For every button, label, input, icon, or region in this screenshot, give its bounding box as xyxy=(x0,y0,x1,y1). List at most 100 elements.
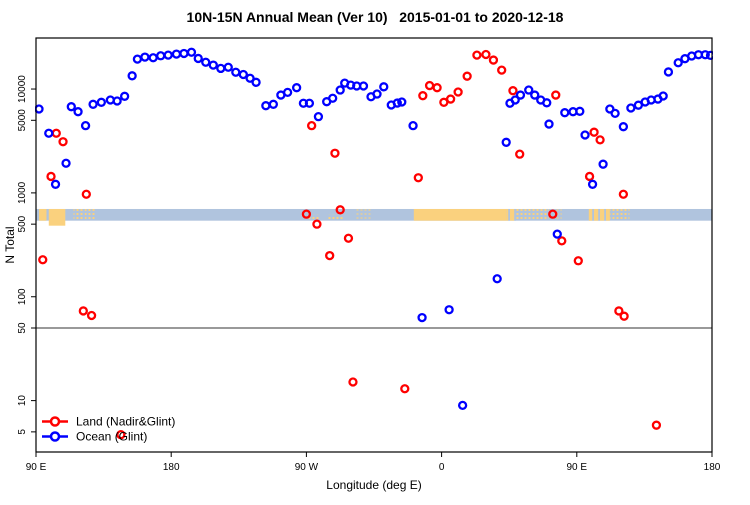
data-point xyxy=(432,83,442,93)
y-tick-label: 10000 xyxy=(17,75,28,103)
y-tick-label: 500 xyxy=(17,215,28,232)
data-point xyxy=(584,171,595,182)
data-point xyxy=(51,128,61,138)
data-point xyxy=(223,62,233,72)
data-point xyxy=(560,108,570,118)
data-point xyxy=(251,77,261,87)
data-point xyxy=(408,121,418,131)
x-tick-label: 180 xyxy=(163,462,180,473)
data-point xyxy=(524,85,534,95)
data-point xyxy=(575,106,585,116)
data-point xyxy=(481,49,491,60)
y-axis-title: N Total xyxy=(3,226,17,263)
data-point xyxy=(312,219,322,229)
land-ocean-band xyxy=(36,208,712,226)
legend-label-land: Land (Nadir&Glint) xyxy=(76,415,175,429)
y-tick-label: 5 xyxy=(17,429,28,435)
x-tick-label: 0 xyxy=(439,462,445,473)
data-point xyxy=(201,57,211,67)
y-tick-label: 50 xyxy=(17,322,28,334)
legend-marker-ocean xyxy=(49,431,61,442)
data-point xyxy=(413,173,423,183)
data-points xyxy=(35,47,713,440)
plot-border xyxy=(35,37,713,453)
data-point xyxy=(610,108,620,119)
data-point xyxy=(86,310,97,321)
legend-label-ocean: Ocean (Glint) xyxy=(76,430,147,444)
data-point xyxy=(268,99,279,109)
data-point xyxy=(61,158,71,168)
data-point xyxy=(501,137,511,147)
data-point xyxy=(453,87,463,97)
data-point xyxy=(418,91,428,101)
data-point xyxy=(58,137,68,147)
y-tick-label: 1000 xyxy=(17,181,28,204)
data-point xyxy=(580,130,590,140)
data-point xyxy=(400,384,410,394)
data-point xyxy=(208,60,218,70)
x-axis-title: Longitude (deg E) xyxy=(326,478,421,492)
land-segment xyxy=(355,208,373,221)
data-point xyxy=(417,312,427,323)
land-segment xyxy=(609,208,630,221)
data-point xyxy=(651,420,662,430)
data-point xyxy=(488,55,499,65)
data-point xyxy=(595,135,605,145)
data-point xyxy=(424,80,435,91)
data-point xyxy=(119,91,130,101)
data-point xyxy=(587,179,598,189)
data-point xyxy=(358,81,369,91)
y-tick-label: 10 xyxy=(17,395,28,407)
data-point xyxy=(492,274,502,284)
land-segment xyxy=(506,208,516,221)
y-tick-label: 100 xyxy=(17,288,28,305)
data-point xyxy=(231,67,241,77)
legend-marker-land xyxy=(49,416,61,427)
legend-item-ocean: Ocean (Glint) xyxy=(42,430,147,444)
data-point xyxy=(140,52,150,62)
data-point xyxy=(618,189,629,199)
data-point xyxy=(663,67,674,77)
data-point xyxy=(379,82,389,92)
data-point xyxy=(530,90,540,100)
data-point xyxy=(325,250,335,261)
data-point xyxy=(343,233,354,243)
land-segment xyxy=(588,208,610,221)
data-point xyxy=(81,189,91,199)
data-point xyxy=(80,121,91,131)
data-point xyxy=(573,256,583,266)
data-point xyxy=(88,99,98,109)
data-point xyxy=(78,306,88,316)
data-point xyxy=(589,127,599,137)
y-tick-label: 5000 xyxy=(17,109,28,132)
land-segment xyxy=(307,214,320,221)
data-point xyxy=(301,209,312,219)
data-point xyxy=(335,205,345,215)
data-point xyxy=(673,58,683,68)
data-point xyxy=(700,50,710,60)
data-point xyxy=(619,311,629,321)
data-point xyxy=(542,98,552,108)
data-point xyxy=(472,50,482,60)
data-point xyxy=(348,377,358,387)
data-point xyxy=(626,103,636,113)
data-point xyxy=(392,98,402,108)
land-segment xyxy=(48,208,66,226)
data-point xyxy=(38,255,48,265)
x-tick-label: 90 W xyxy=(295,462,319,473)
data-point xyxy=(148,53,158,63)
data-point xyxy=(238,69,248,80)
data-point xyxy=(193,53,203,64)
data-point xyxy=(330,148,340,158)
data-point xyxy=(614,306,624,316)
data-point xyxy=(508,86,518,96)
data-point xyxy=(444,305,454,315)
data-point xyxy=(552,229,562,239)
data-point xyxy=(132,54,143,64)
data-point xyxy=(291,83,302,93)
data-point xyxy=(705,50,713,61)
data-point xyxy=(216,63,226,74)
data-point xyxy=(50,179,61,189)
land-segment xyxy=(73,208,83,221)
data-point xyxy=(96,97,106,107)
